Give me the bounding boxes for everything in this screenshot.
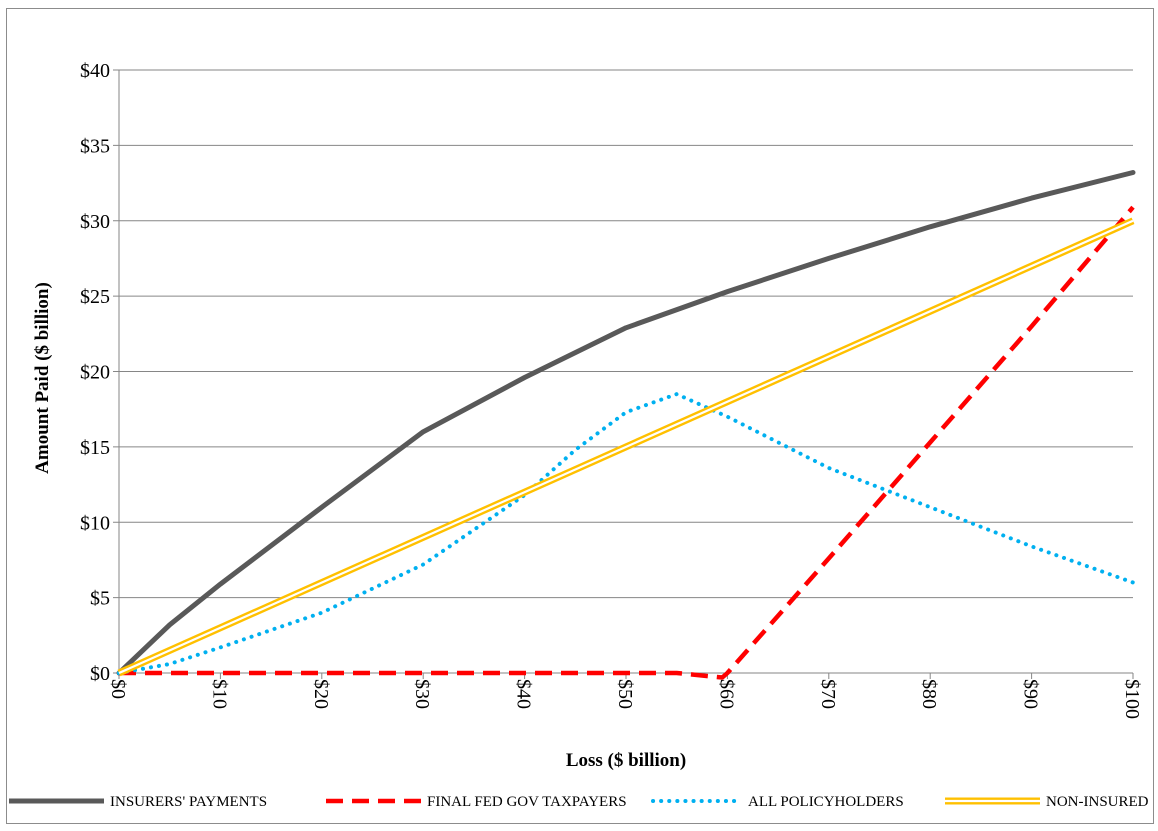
x-tick-label: $10 [208,679,230,709]
series-line-all-policyholders [117,392,1135,675]
x-tick-label: $0 [107,679,129,699]
series-line-non-insured-inner [118,219,1134,675]
legend-label-non-insured: NON-INSURED [1046,794,1149,810]
x-axis-title: Loss ($ billion) [566,750,686,771]
x-axis-tick-labels: $0 $10 $20 $30 $40 $50 $60 $70 $80 $90 $100 [107,679,1143,719]
series-line-final-fed-gov-taxpayers [119,205,1135,680]
y-axis-title: Amount Paid ($ billion) [32,282,53,474]
gridlines [119,69,1133,599]
x-tick-label: $40 [513,679,535,709]
x-tick-label: $20 [310,679,332,709]
legend-label-final-fed-gov-taxpayers: FINAL FED GOV TAXPAYERS [427,794,627,810]
y-tick-label: $0 [90,663,110,685]
y-tick-label: $10 [80,512,110,534]
y-tick-label: $5 [90,588,110,610]
y-tick-label: $20 [80,362,110,384]
x-tick-label: $90 [1020,679,1042,709]
x-tick-label: $100 [1121,679,1143,719]
y-tick-label: $40 [80,60,110,82]
y-tick-label: $35 [80,135,110,157]
x-tick-label: $80 [918,679,940,709]
legend-label-insurers-payments: INSURERS' PAYMENTS [110,794,267,810]
x-tick-label: $50 [614,679,636,709]
legend-label-all-policyholders: ALL POLICYHOLDERS [748,794,904,810]
chart-frame [6,8,1154,824]
x-tick-label: $60 [715,679,737,709]
y-tick-label: $15 [80,437,110,459]
legend: INSURERS' PAYMENTS FINAL FED GOV TAXPAYER… [9,794,1149,810]
series-lines [116,170,1136,680]
y-tick-label: $30 [80,211,110,233]
series-line-insurers-payments [116,170,1136,676]
x-tick-label: $70 [817,679,839,709]
y-axis-tick-labels: $0 $5 $10 $15 $20 $25 $30 $35 $40 [80,60,110,685]
y-tick-label: $25 [80,286,110,308]
x-tick-label: $30 [411,679,433,709]
axes [113,69,1134,679]
